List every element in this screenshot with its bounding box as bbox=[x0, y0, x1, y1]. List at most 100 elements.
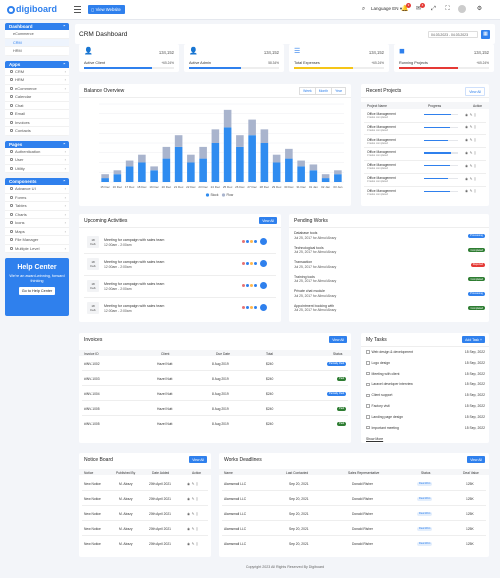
delete-icon[interactable]: ▯ bbox=[196, 511, 200, 516]
delete-icon[interactable]: ▯ bbox=[196, 496, 200, 501]
delete-icon[interactable]: ▯ bbox=[474, 150, 478, 155]
settings-gear-icon[interactable]: ⚙ bbox=[476, 6, 483, 12]
activities-view-all-button[interactable]: View All bbox=[259, 217, 277, 224]
view-icon[interactable]: ◉ bbox=[187, 496, 192, 501]
edit-icon[interactable]: ✎ bbox=[469, 112, 474, 117]
tab-week[interactable]: Week bbox=[299, 87, 316, 95]
brand-logo[interactable]: digiboard bbox=[7, 4, 57, 14]
sidebar-heading-apps[interactable]: Apps bbox=[5, 60, 69, 68]
sidebar-heading-pages[interactable]: Pages bbox=[5, 140, 69, 148]
edit-icon[interactable]: ✎ bbox=[191, 526, 196, 531]
delete-icon[interactable]: ▯ bbox=[474, 163, 478, 168]
task-row[interactable]: Client support bbox=[366, 393, 484, 397]
delete-icon[interactable]: ▯ bbox=[196, 481, 200, 486]
show-more-link[interactable]: Show More bbox=[366, 437, 384, 441]
view-icon[interactable]: ◉ bbox=[465, 112, 470, 117]
language-selector[interactable]: Language EN ▾ bbox=[371, 6, 403, 11]
more-attendees-icon[interactable] bbox=[260, 238, 267, 245]
sidebar-item-authentication[interactable]: Authentication › bbox=[5, 148, 69, 156]
add-task-button[interactable]: Add Task + bbox=[462, 336, 485, 343]
sidebar-heading-dashboard[interactable]: Dashboard bbox=[5, 23, 69, 30]
sidebar-item-contacts[interactable]: Contacts bbox=[5, 127, 69, 136]
task-checkbox[interactable] bbox=[366, 404, 370, 408]
sidebar-item-charts[interactable]: Charts › bbox=[5, 211, 69, 219]
view-icon[interactable]: ◉ bbox=[187, 511, 192, 516]
view-icon[interactable]: ◉ bbox=[187, 481, 192, 486]
edit-icon[interactable]: ✎ bbox=[191, 541, 196, 546]
notice-view-all-button[interactable]: View All bbox=[189, 456, 207, 463]
sidebar-item-utility[interactable]: Utility › bbox=[5, 165, 69, 173]
sidebar-item-user[interactable]: User › bbox=[5, 156, 69, 165]
task-row[interactable]: Web design & development bbox=[366, 350, 484, 354]
sidebar-item-forms[interactable]: Forms › bbox=[5, 194, 69, 202]
calendar-button[interactable]: ▦ bbox=[481, 30, 490, 39]
notification-bell-icon[interactable]: 🔔 bbox=[401, 6, 409, 12]
task-row[interactable]: Factory visit bbox=[366, 404, 484, 408]
help-center-button[interactable]: Go to Help Center bbox=[18, 287, 56, 295]
more-attendees-icon[interactable] bbox=[260, 282, 267, 289]
tab-month[interactable]: Month bbox=[314, 87, 333, 95]
view-icon[interactable]: ◉ bbox=[465, 176, 470, 181]
task-checkbox[interactable] bbox=[366, 415, 370, 419]
delete-icon[interactable]: ▯ bbox=[474, 125, 478, 130]
more-attendees-icon[interactable] bbox=[260, 260, 267, 267]
sidebar-item-calendar[interactable]: Calendar bbox=[5, 93, 69, 102]
sidebar-item-chat[interactable]: Chat bbox=[5, 102, 69, 110]
sidebar-item-tables[interactable]: Tables › bbox=[5, 202, 69, 211]
view-icon[interactable]: ◉ bbox=[465, 138, 470, 143]
edit-icon[interactable]: ✎ bbox=[469, 125, 474, 130]
sidebar-item-maps[interactable]: Maps › bbox=[5, 228, 69, 236]
task-row[interactable]: Important meeting bbox=[366, 426, 484, 430]
date-range-input[interactable]: 04.03.2023 - 04.03.2023 bbox=[428, 31, 478, 38]
sidebar-item-invoices[interactable]: Invoices bbox=[5, 119, 69, 127]
sidebar-item-crm[interactable]: CRM bbox=[5, 38, 69, 47]
sidebar-item-advance-ui[interactable]: Advance UI › bbox=[5, 185, 69, 194]
view-icon[interactable]: ◉ bbox=[465, 125, 470, 130]
delete-icon[interactable]: ▯ bbox=[196, 526, 200, 531]
task-row[interactable]: Meeting with client bbox=[366, 372, 484, 376]
view-icon[interactable]: ◉ bbox=[465, 150, 470, 155]
view-icon[interactable]: ◉ bbox=[465, 163, 470, 168]
view-icon[interactable]: ◉ bbox=[465, 189, 470, 194]
task-checkbox[interactable] bbox=[366, 425, 370, 430]
sidebar-item-email[interactable]: Email bbox=[5, 110, 69, 119]
edit-icon[interactable]: ✎ bbox=[469, 176, 474, 181]
task-checkbox[interactable] bbox=[366, 361, 370, 365]
edit-icon[interactable]: ✎ bbox=[469, 150, 474, 155]
deadlines-view-all-button[interactable]: View All bbox=[467, 456, 485, 463]
edit-icon[interactable]: ✎ bbox=[469, 138, 474, 143]
sidebar-item-ecommerce-app[interactable]: eCommerce › bbox=[5, 85, 69, 93]
sidebar-item-hrm-app[interactable]: HRM › bbox=[5, 76, 69, 85]
sidebar-item-file-manager[interactable]: File Manager bbox=[5, 236, 69, 245]
more-attendees-icon[interactable] bbox=[260, 304, 267, 311]
menu-toggle-button[interactable] bbox=[74, 6, 81, 13]
task-row[interactable]: Laravel developer interview bbox=[366, 382, 484, 386]
edit-icon[interactable]: ✎ bbox=[469, 189, 474, 194]
tab-year[interactable]: Year bbox=[331, 87, 346, 95]
recent-view-all-button[interactable]: View All bbox=[465, 87, 485, 96]
sidebar-item-icons[interactable]: Icons › bbox=[5, 219, 69, 228]
delete-icon[interactable]: ▯ bbox=[474, 189, 478, 194]
fullscreen-icon[interactable]: ⛶ bbox=[445, 6, 450, 12]
delete-icon[interactable]: ▯ bbox=[196, 541, 200, 546]
sidebar-item-multiple-level[interactable]: Multiple Level › bbox=[5, 245, 69, 253]
sidebar-item-crm-app[interactable]: CRM › bbox=[5, 68, 69, 76]
view-icon[interactable]: ◉ bbox=[187, 541, 192, 546]
expand-icon[interactable]: ⤢ bbox=[431, 6, 436, 12]
edit-icon[interactable]: ✎ bbox=[191, 481, 196, 486]
user-avatar[interactable] bbox=[458, 5, 466, 13]
message-icon[interactable]: ✉ bbox=[415, 6, 422, 12]
task-checkbox[interactable] bbox=[366, 350, 370, 354]
sidebar-heading-components[interactable]: Components bbox=[5, 178, 69, 185]
sidebar-item-hrm[interactable]: HRM bbox=[5, 47, 69, 56]
search-icon[interactable]: ⌕ bbox=[361, 6, 366, 12]
edit-icon[interactable]: ✎ bbox=[469, 163, 474, 168]
invoices-view-all-button[interactable]: View All bbox=[329, 336, 347, 343]
task-checkbox[interactable] bbox=[366, 393, 370, 398]
task-row[interactable]: Logo design bbox=[366, 361, 484, 365]
task-checkbox[interactable] bbox=[366, 371, 370, 376]
view-icon[interactable]: ◉ bbox=[187, 526, 192, 531]
sidebar-item-ecommerce[interactable]: eCommerce bbox=[5, 30, 69, 39]
edit-icon[interactable]: ✎ bbox=[191, 511, 196, 516]
delete-icon[interactable]: ▯ bbox=[474, 112, 478, 117]
